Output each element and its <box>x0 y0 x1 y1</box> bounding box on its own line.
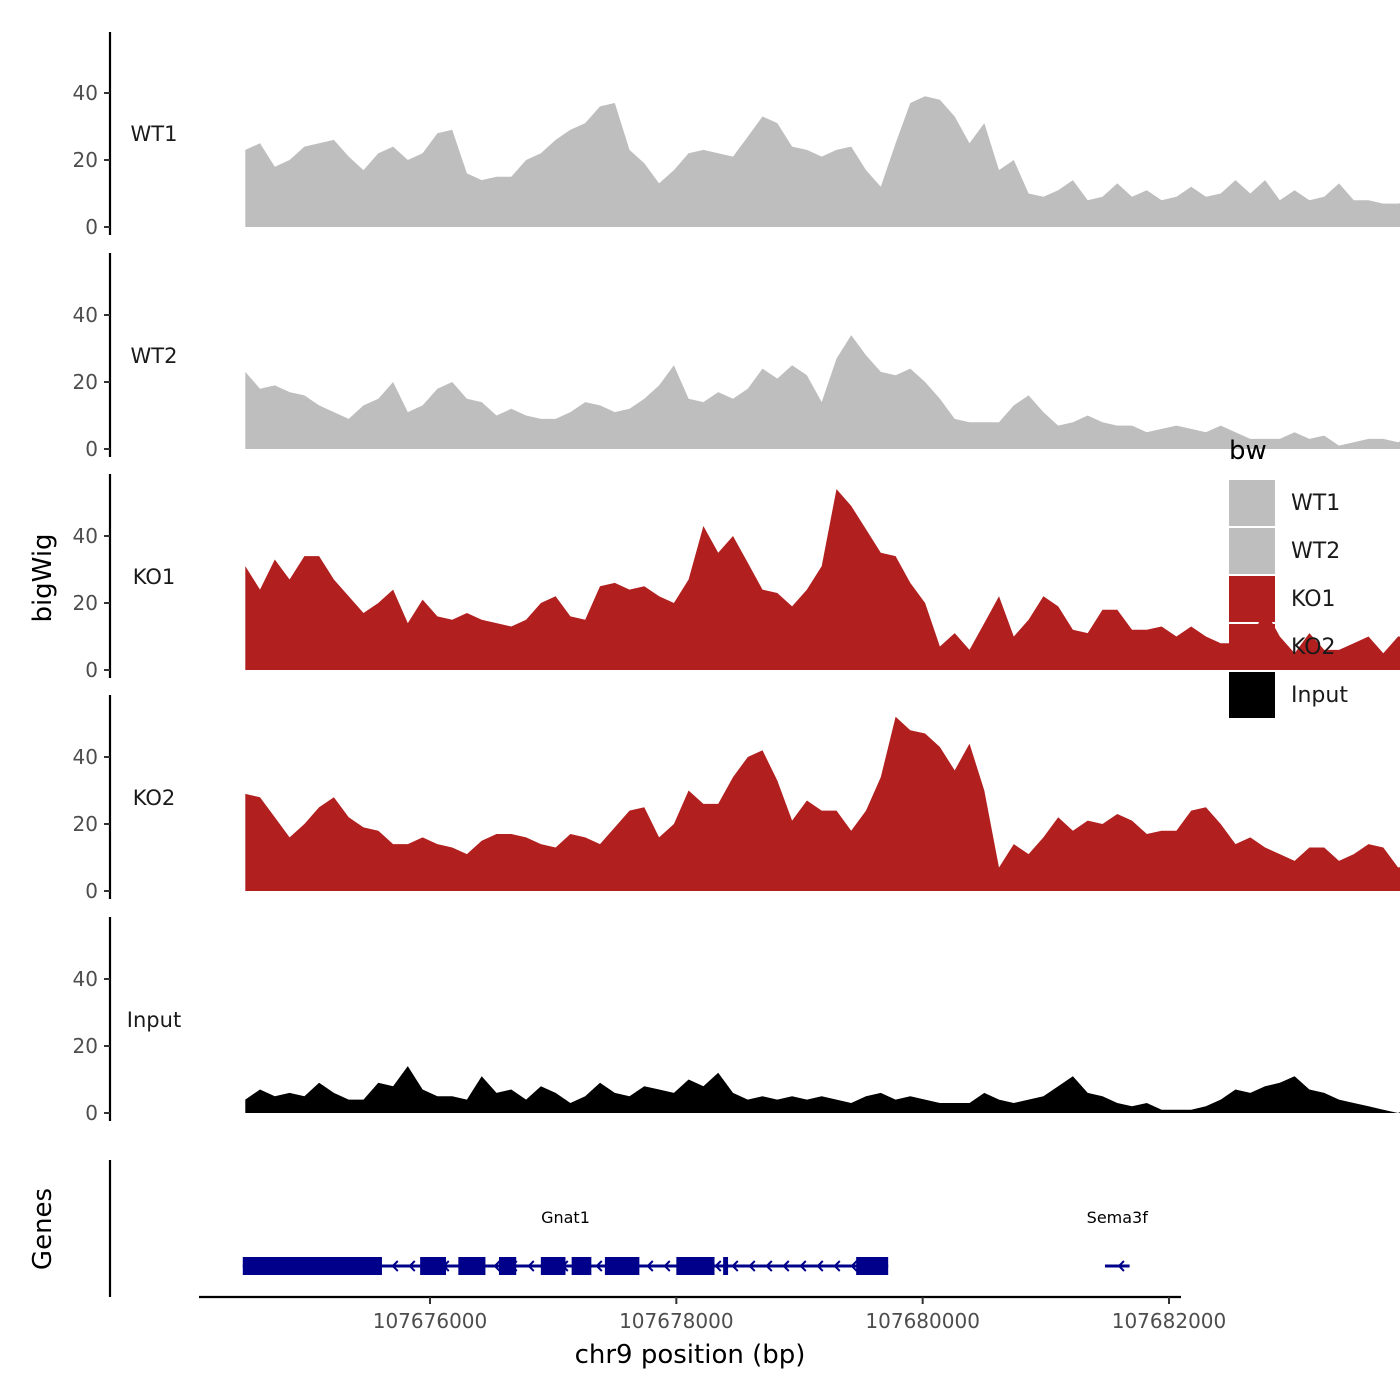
legend-swatch-ko1 <box>1229 576 1275 622</box>
gene-sema3f: Sema3f <box>1087 1208 1149 1272</box>
x-tick-label: 107678000 <box>619 1309 734 1333</box>
gene-label: Sema3f <box>1087 1208 1149 1227</box>
gene-track-title: Genes <box>28 1188 58 1270</box>
y-tick-label: 40 <box>73 81 98 105</box>
x-axis: 107676000 107678000 107680000 107682000 <box>199 1295 1227 1333</box>
y-tick-label: 20 <box>73 370 98 394</box>
track-wt2: 0 20 40 WT2 <box>73 253 1400 461</box>
track-ko2: 0 20 40 KO2 <box>73 695 1400 903</box>
strand-arrow <box>799 1260 807 1272</box>
track-ko1: 0 20 40 KO1 <box>73 474 1400 682</box>
y-tick-label: 40 <box>73 303 98 327</box>
track-label: WT1 <box>131 122 178 146</box>
legend-swatch-wt2 <box>1229 528 1275 574</box>
legend-title: bw <box>1229 436 1267 466</box>
strand-arrow <box>816 1260 824 1272</box>
y-tick-label: 40 <box>73 967 98 991</box>
strand-arrow <box>595 1260 603 1272</box>
track-input: 0 20 40 Input <box>73 917 1400 1125</box>
legend-label-ko2: KO2 <box>1291 635 1336 660</box>
exon <box>856 1257 889 1275</box>
legend-swatch-input <box>1229 672 1275 718</box>
x-tick-label: 107682000 <box>1112 1309 1227 1333</box>
exon <box>540 1257 566 1275</box>
strand-arrow <box>493 1260 501 1272</box>
strand-arrow <box>1117 1260 1125 1272</box>
track-wt1: 0 20 40 WT1 <box>73 32 1400 239</box>
exon <box>242 1257 382 1275</box>
y-tick-label: 0 <box>85 879 98 903</box>
strand-arrow <box>527 1260 535 1272</box>
area-ko2 <box>245 716 1400 891</box>
strand-arrow <box>714 1260 722 1272</box>
strand-arrow <box>731 1260 739 1272</box>
exon <box>498 1257 517 1275</box>
area-wt1 <box>245 96 1400 227</box>
track-label: WT2 <box>131 344 178 368</box>
strand-arrow <box>391 1260 399 1272</box>
legend-label-wt1: WT1 <box>1291 491 1340 516</box>
legend-label-input: Input <box>1291 683 1348 708</box>
exon <box>420 1257 447 1275</box>
strand-arrow <box>663 1260 671 1272</box>
gene-label: Gnat1 <box>541 1208 590 1227</box>
y-tick-label: 0 <box>85 658 98 682</box>
track-label: KO1 <box>133 565 176 589</box>
strand-arrow <box>408 1260 416 1272</box>
legend-swatch-ko2 <box>1229 624 1275 670</box>
y-tick-label: 20 <box>73 812 98 836</box>
x-tick-label: 107680000 <box>865 1309 980 1333</box>
strand-arrow <box>748 1260 756 1272</box>
legend-label-wt2: WT2 <box>1291 539 1340 564</box>
y-tick-label: 40 <box>73 745 98 769</box>
strand-arrow <box>850 1260 858 1272</box>
y-tick-label: 0 <box>85 1101 98 1125</box>
strand-arrow <box>765 1260 773 1272</box>
legend: bw WT1 WT2 KO1 KO2 Input <box>1229 436 1348 718</box>
exon <box>571 1257 592 1275</box>
legend-swatch-wt1 <box>1229 480 1275 526</box>
area-wt2 <box>245 335 1400 449</box>
y-tick-label: 20 <box>73 591 98 615</box>
exon <box>676 1257 715 1275</box>
area-input <box>245 1066 1400 1113</box>
y-tick-label: 0 <box>85 437 98 461</box>
signal-tracks: 0 20 40 WT1 0 20 40 WT2 0 20 40 KO1 0 20 40 KO2 0 20 40 Inp… <box>73 32 1400 1125</box>
exon <box>604 1257 640 1275</box>
y-tick-label: 20 <box>73 148 98 172</box>
y-tick-label: 40 <box>73 524 98 548</box>
legend-label-ko1: KO1 <box>1291 587 1336 612</box>
exon <box>458 1257 486 1275</box>
gene-track: Gnat1 Sema3f <box>108 1160 1149 1297</box>
exon <box>723 1257 729 1275</box>
x-axis-title: chr9 position (bp) <box>575 1340 806 1370</box>
y-axis-title: bigWig <box>28 533 58 622</box>
y-tick-label: 20 <box>73 1034 98 1058</box>
strand-arrow <box>833 1260 841 1272</box>
area-ko1 <box>245 489 1400 670</box>
track-label: Input <box>127 1008 181 1032</box>
track-label: KO2 <box>133 786 176 810</box>
x-tick-label: 107676000 <box>373 1309 488 1333</box>
strand-arrow <box>782 1260 790 1272</box>
gene-gnat1: Gnat1 <box>242 1208 889 1275</box>
strand-arrow <box>646 1260 654 1272</box>
y-tick-label: 0 <box>85 215 98 239</box>
